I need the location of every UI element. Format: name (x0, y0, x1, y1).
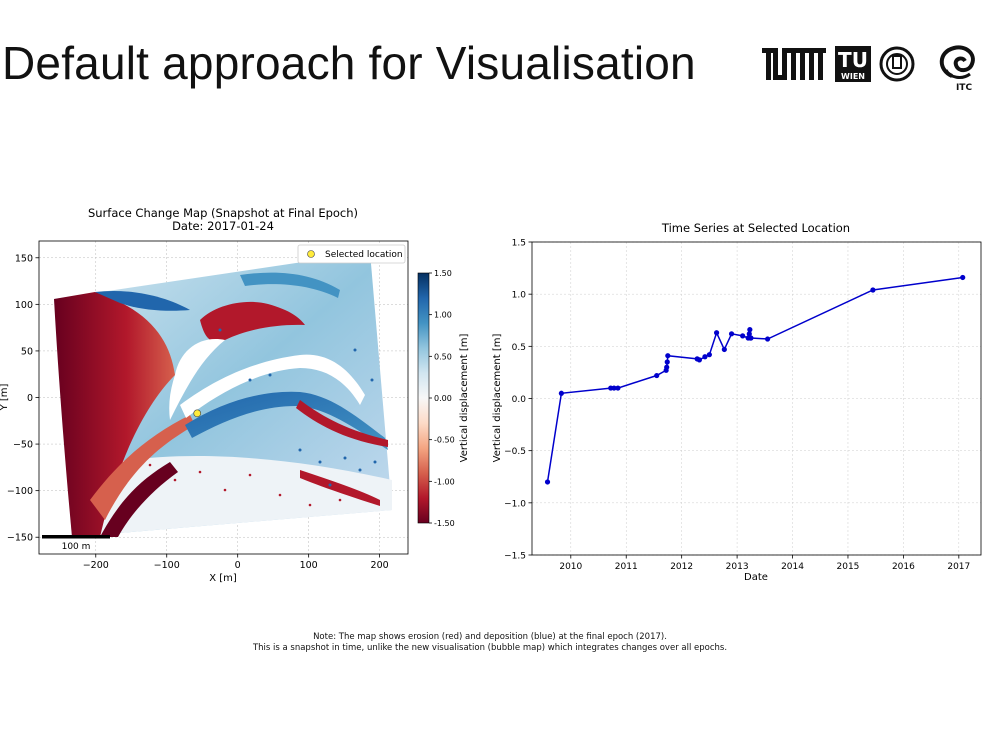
map-subtitle: Date: 2017-01-24 (172, 219, 274, 233)
ts-x-tick-label: 2017 (947, 562, 970, 572)
map-y-ticks: 150 100 50 0 −50 −100 −150 (7, 253, 39, 544)
ts-x-label: Date (744, 572, 768, 583)
ts-data-point (615, 385, 621, 391)
ts-x-tick-label: 2012 (670, 562, 693, 572)
footnote-line-1: Note: The map shows erosion (red) and de… (313, 632, 667, 642)
ts-data-point (654, 372, 660, 379)
selected-location-marker (193, 409, 202, 418)
ts-data-point (764, 336, 771, 342)
surface-change-map: Surface Change Map (Snapshot at Final Ep… (0, 206, 470, 584)
tum-logo (762, 48, 826, 80)
map-x-tick-label: 200 (371, 560, 389, 571)
ts-series-points (544, 274, 966, 485)
colorbar-tick-label: 0.50 (434, 352, 452, 361)
map-title: Surface Change Map (Snapshot at Final Ep… (88, 206, 358, 220)
ts-y-tick-label: 1.5 (512, 239, 526, 249)
ts-x-tick-label: 2011 (615, 562, 638, 572)
ts-x-tick-label: 2014 (781, 562, 804, 572)
ts-data-point (664, 364, 670, 370)
ts-y-tick-label: −0.5 (504, 447, 526, 457)
colorbar-tick-label: 1.50 (434, 269, 452, 278)
footnote-line-2: This is a snapshot in time, unlike the n… (252, 642, 728, 653)
ts-y-tick-label: −1.0 (504, 499, 526, 509)
map-x-tick-label: 0 (235, 560, 241, 571)
map-y-tick-label: 50 (21, 346, 33, 357)
institution-logos: TU WIEN ITC (762, 45, 975, 92)
surface-change-raster (54, 252, 392, 537)
slide-title: Default approach for Visualisation (2, 37, 696, 89)
ts-x-tick-label: 2016 (892, 562, 915, 572)
ts-data-point (870, 287, 876, 293)
map-x-tick-label: −100 (154, 560, 180, 571)
ts-data-point (558, 390, 564, 396)
colorbar-tick-label: -1.00 (434, 477, 455, 486)
ts-y-ticks: 1.5 1.0 0.5 0.0 −0.5 −1.0 −1.5 (504, 239, 532, 562)
ts-data-point (665, 353, 671, 359)
ts-gridlines (532, 241, 981, 556)
ts-data-point (740, 333, 746, 339)
ts-x-ticks: 2010 2011 2012 2013 2014 2015 2016 2017 (559, 555, 970, 572)
ts-data-point (696, 357, 703, 363)
map-legend: Selected location (297, 244, 406, 264)
map-scalebar: 100 m (42, 535, 110, 552)
colorbar-tick-label: -1.50 (434, 519, 455, 528)
ts-data-point (702, 354, 708, 360)
colorbar-tick-label: 1.00 (434, 311, 452, 320)
ts-data-point (746, 331, 752, 337)
tu-delft-logo (879, 46, 915, 82)
ts-x-tick-label: 2013 (726, 562, 749, 572)
map-y-tick-label: 100 (15, 300, 33, 311)
map-y-tick-label: −100 (7, 486, 33, 497)
ts-data-point (721, 346, 727, 353)
time-series-chart: Time Series at Selected Location 2010 201… (492, 221, 982, 583)
colorbar-tick-label: 0.00 (434, 394, 452, 403)
colorbar-label: Vertical displacement [m] (459, 334, 470, 463)
map-legend-label: Selected location (325, 250, 403, 260)
ts-data-point (960, 274, 966, 281)
ts-y-tick-label: 1.0 (512, 291, 527, 301)
map-y-label: Y [m] (0, 383, 10, 411)
svg-text:TU: TU (838, 48, 868, 72)
ts-data-point (706, 352, 712, 358)
colorbar-ticks: 1.50 1.00 0.50 0.00 -0.50 -1.00 -1.50 (429, 269, 455, 528)
tu-wien-logo: TU WIEN (835, 46, 871, 82)
ts-data-point (728, 331, 735, 337)
map-x-ticks: −200 −100 0 100 200 (83, 554, 389, 571)
scalebar-label: 100 m (62, 542, 91, 552)
ts-x-tick-label: 2010 (559, 562, 582, 572)
colorbar-tick-label: -0.50 (434, 436, 455, 445)
colorbar (417, 272, 430, 524)
ts-data-point (713, 330, 720, 336)
ts-data-point (664, 359, 670, 365)
ts-y-tick-label: −1.5 (504, 552, 526, 562)
ts-y-label: Vertical displacement [m] (492, 334, 503, 463)
ts-data-point (611, 385, 617, 391)
itc-logo: ITC (939, 45, 975, 92)
ts-series-line (546, 276, 963, 483)
map-y-tick-label: −50 (13, 440, 33, 451)
map-x-label: X [m] (209, 573, 237, 584)
ts-title: Time Series at Selected Location (661, 221, 850, 235)
ts-y-tick-label: 0.0 (512, 395, 527, 405)
svg-text:WIEN: WIEN (841, 72, 865, 81)
ts-x-tick-label: 2015 (837, 562, 860, 572)
map-y-tick-label: 0 (27, 393, 33, 404)
ts-y-tick-label: 0.5 (512, 343, 526, 353)
ts-data-point (747, 327, 753, 333)
map-x-tick-label: 100 (300, 560, 318, 571)
map-y-tick-label: −150 (7, 533, 33, 544)
footnote: Note: The map shows erosion (red) and de… (180, 632, 800, 653)
map-x-tick-label: −200 (83, 560, 109, 571)
ts-data-point (748, 335, 754, 341)
ts-data-point (544, 479, 551, 485)
svg-text:ITC: ITC (956, 83, 972, 92)
map-y-tick-label: 150 (15, 253, 33, 264)
